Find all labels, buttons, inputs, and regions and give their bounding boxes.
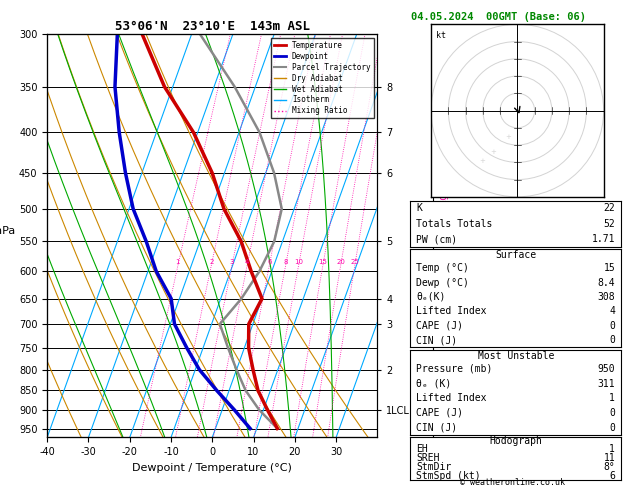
Text: 04.05.2024  00GMT (Base: 06): 04.05.2024 00GMT (Base: 06) [411, 12, 586, 22]
Text: +: + [505, 134, 511, 139]
Text: 22: 22 [603, 204, 615, 213]
Text: 0: 0 [610, 408, 615, 418]
Text: 25: 25 [350, 260, 359, 265]
Text: 6: 6 [267, 260, 272, 265]
Text: StmDir: StmDir [416, 462, 452, 472]
Text: 1.71: 1.71 [592, 234, 615, 244]
Text: 8°: 8° [603, 462, 615, 472]
Text: Dewp (°C): Dewp (°C) [416, 278, 469, 288]
Text: θₑ (K): θₑ (K) [416, 379, 452, 389]
Legend: Temperature, Dewpoint, Parcel Trajectory, Dry Adiabat, Wet Adiabat, Isotherm, Mi: Temperature, Dewpoint, Parcel Trajectory… [271, 38, 374, 119]
Text: 3: 3 [230, 260, 234, 265]
Text: Pressure (mb): Pressure (mb) [416, 364, 493, 374]
Text: 6: 6 [610, 471, 615, 481]
Text: StmSpd (kt): StmSpd (kt) [416, 471, 481, 481]
Text: 0: 0 [610, 321, 615, 331]
Text: Totals Totals: Totals Totals [416, 219, 493, 229]
Text: CIN (J): CIN (J) [416, 423, 457, 433]
Text: +: + [479, 158, 485, 164]
Text: Surface: Surface [495, 250, 537, 260]
Text: 0: 0 [610, 335, 615, 345]
Y-axis label: hPa: hPa [0, 226, 15, 236]
Text: 1: 1 [610, 444, 615, 454]
Text: © weatheronline.co.uk: © weatheronline.co.uk [460, 478, 565, 486]
Text: Most Unstable: Most Unstable [477, 351, 554, 361]
Text: 308: 308 [598, 292, 615, 302]
Text: 15: 15 [318, 260, 327, 265]
Text: K: K [416, 204, 422, 213]
Text: 52: 52 [603, 219, 615, 229]
Text: SREH: SREH [416, 453, 440, 463]
Text: 1: 1 [610, 393, 615, 403]
Text: 4: 4 [610, 306, 615, 316]
Text: Lifted Index: Lifted Index [416, 306, 487, 316]
Text: 20: 20 [337, 260, 345, 265]
Text: 950: 950 [598, 364, 615, 374]
Text: Hodograph: Hodograph [489, 436, 542, 446]
Text: CAPE (J): CAPE (J) [416, 321, 464, 331]
Text: 4: 4 [245, 260, 249, 265]
Text: 0: 0 [610, 423, 615, 433]
X-axis label: Dewpoint / Temperature (°C): Dewpoint / Temperature (°C) [132, 463, 292, 473]
Text: +: + [490, 149, 496, 156]
Text: kt: kt [437, 31, 446, 40]
Text: Temp (°C): Temp (°C) [416, 263, 469, 273]
Text: 1: 1 [175, 260, 180, 265]
Text: 2: 2 [209, 260, 213, 265]
Text: PW (cm): PW (cm) [416, 234, 457, 244]
Text: CIN (J): CIN (J) [416, 335, 457, 345]
Y-axis label: Mixing Ratio (g/kg): Mixing Ratio (g/kg) [438, 190, 448, 282]
Text: Lifted Index: Lifted Index [416, 393, 487, 403]
Text: 8: 8 [283, 260, 288, 265]
Text: EH: EH [416, 444, 428, 454]
Text: 11: 11 [603, 453, 615, 463]
Text: θₑ(K): θₑ(K) [416, 292, 446, 302]
Text: 10: 10 [294, 260, 303, 265]
Text: 311: 311 [598, 379, 615, 389]
Text: 15: 15 [603, 263, 615, 273]
Text: 8.4: 8.4 [598, 278, 615, 288]
Title: 53°06'N  23°10'E  143m ASL: 53°06'N 23°10'E 143m ASL [114, 20, 310, 33]
Y-axis label: km
ASL: km ASL [413, 226, 435, 245]
Text: CAPE (J): CAPE (J) [416, 408, 464, 418]
